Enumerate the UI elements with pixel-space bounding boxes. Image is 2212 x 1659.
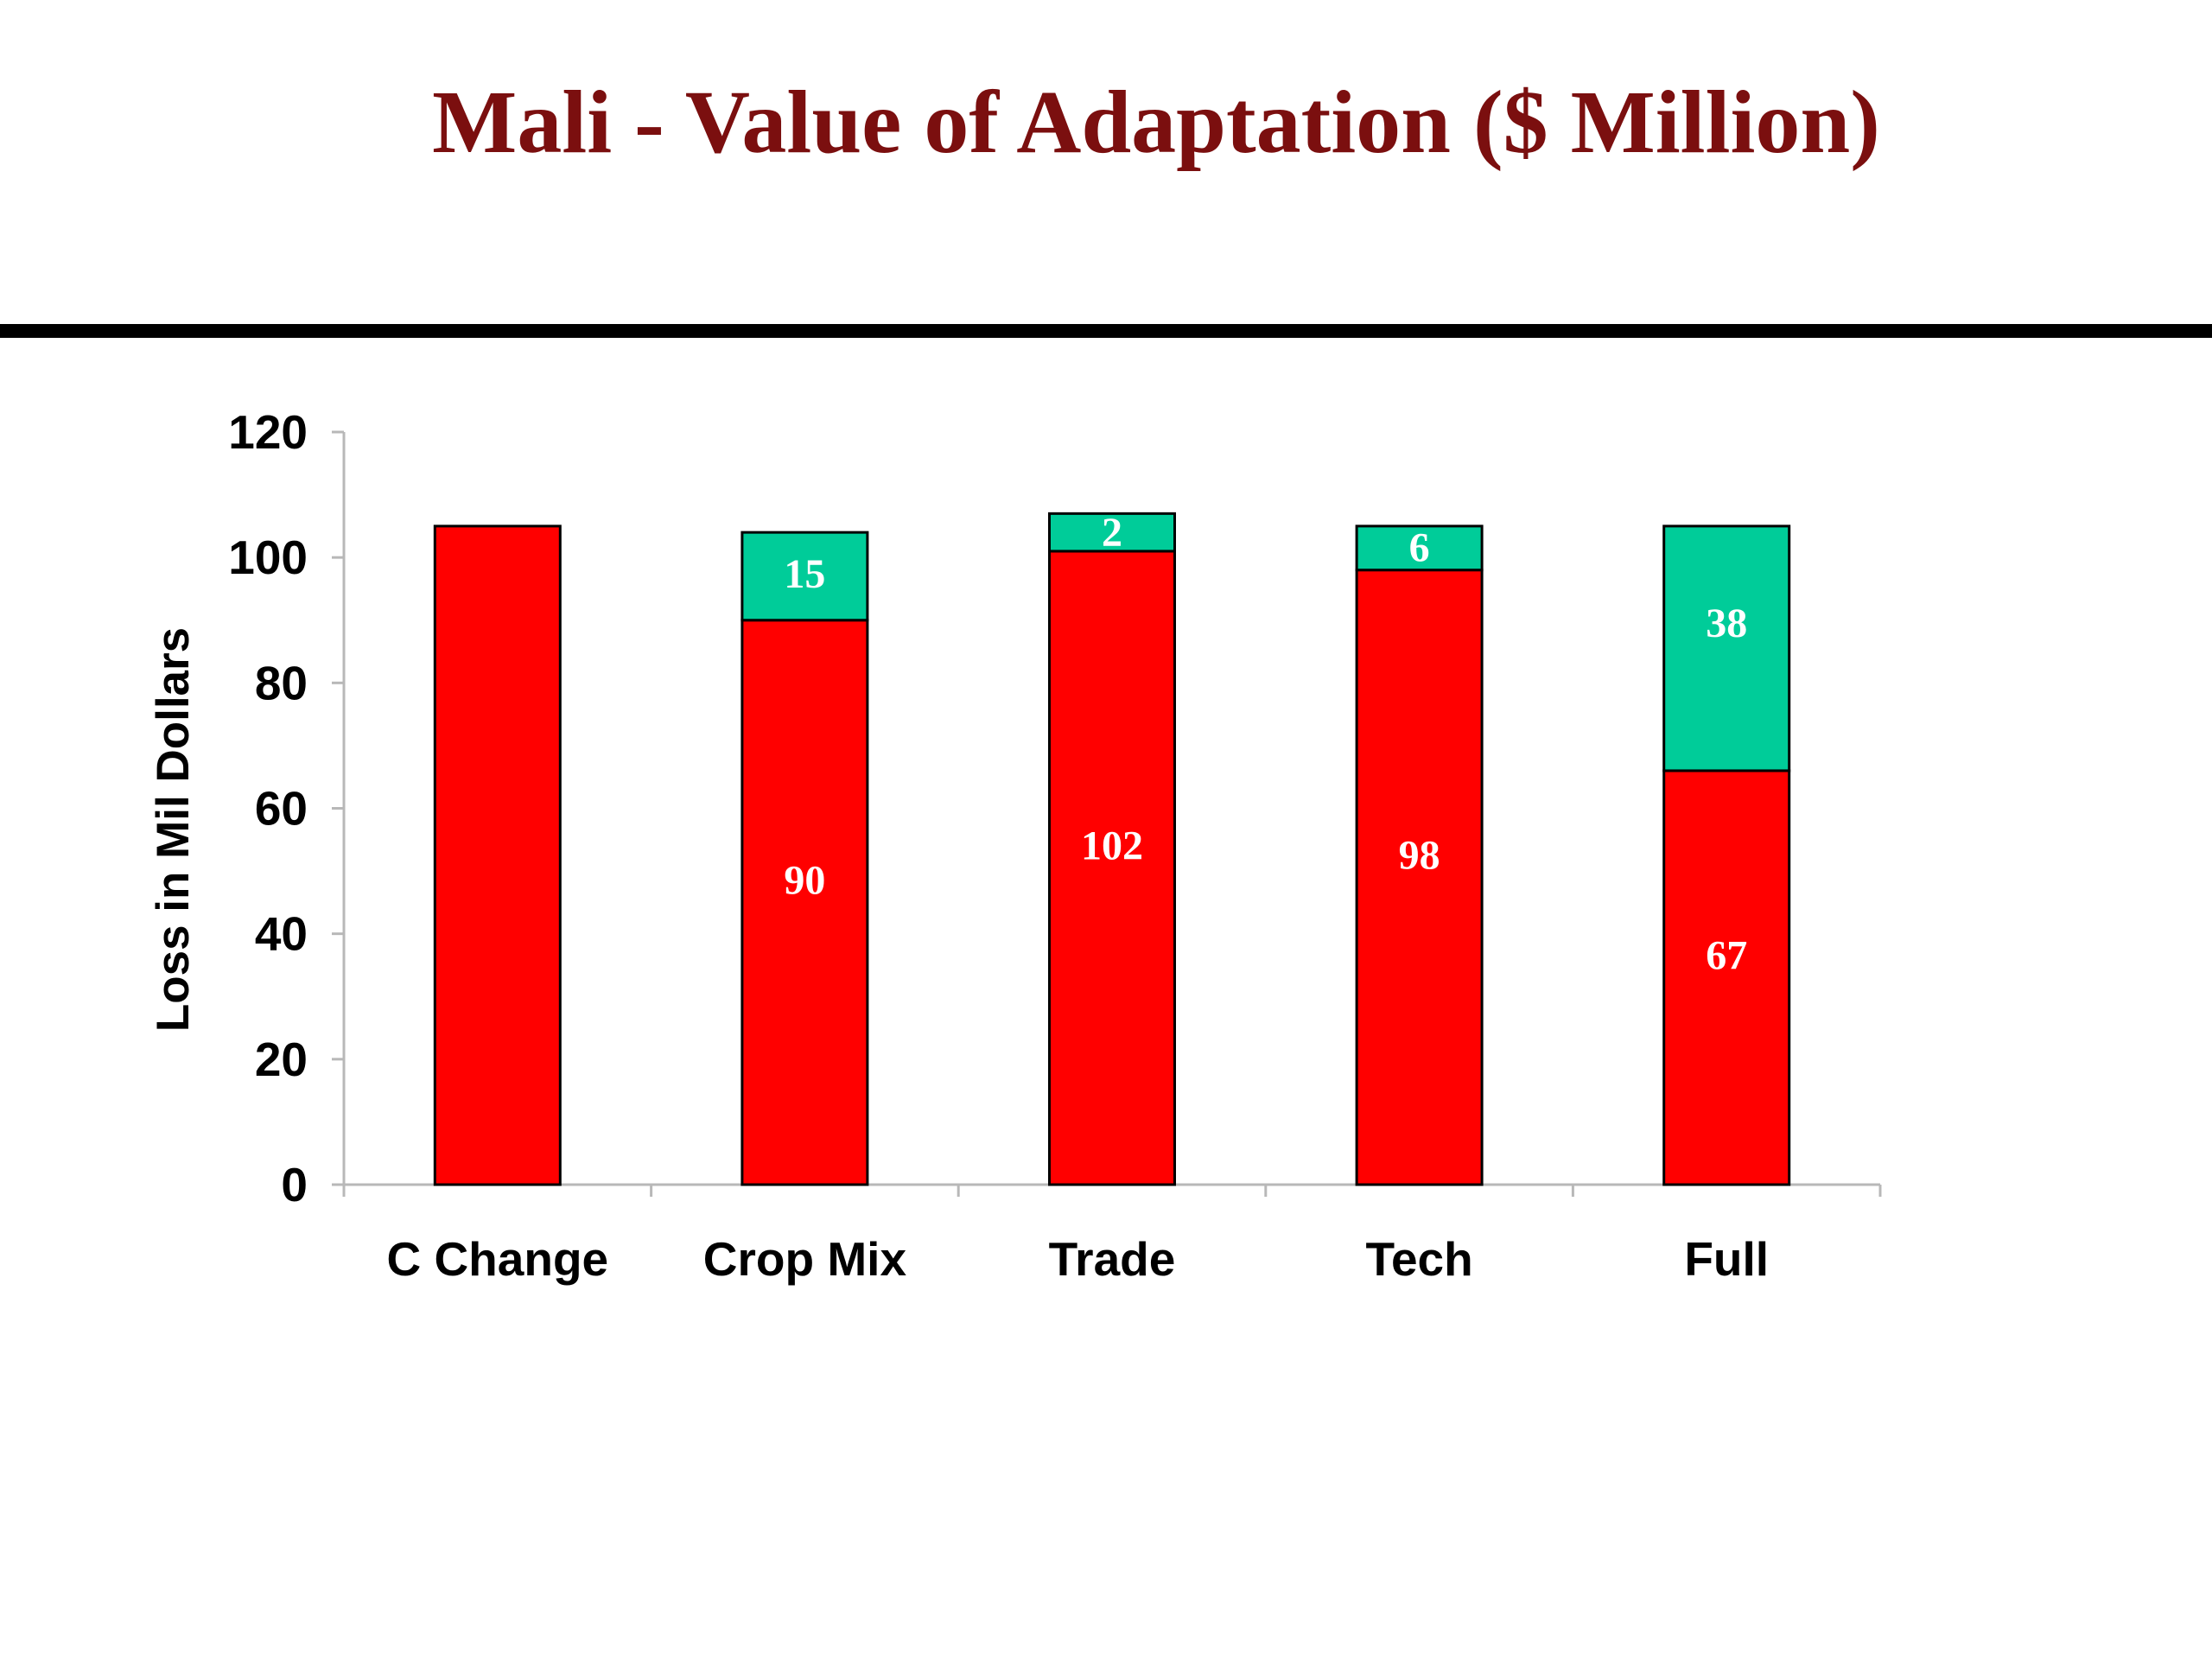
bar-data-label: 38 (1706, 601, 1747, 646)
bar-segment (1355, 524, 1484, 572)
x-category-label: Trade (1049, 1232, 1176, 1286)
slide-title: Mali - Value of Adaptation ($ Million) (432, 73, 1880, 172)
y-tick-label: 60 (255, 782, 308, 836)
bar-data-label: 2 (1102, 510, 1122, 556)
y-axis-label: Loss in Mil Dollars (148, 627, 199, 1032)
bar-data-label: 6 (1409, 525, 1430, 571)
bar-segment (1662, 769, 1791, 1186)
chart-bars (433, 512, 1791, 1186)
bar-segment (1662, 524, 1791, 772)
bar-segment (1048, 550, 1176, 1186)
x-category-label: Full (1684, 1232, 1769, 1286)
y-tick-label: 20 (255, 1033, 308, 1086)
y-tick-label: 0 (281, 1158, 308, 1211)
bar-data-label: 67 (1706, 932, 1747, 978)
y-tick-label: 120 (228, 405, 308, 459)
bar-data-label: 98 (1399, 832, 1440, 878)
bar-segment (433, 524, 562, 1186)
x-category-label: C Change (386, 1232, 608, 1286)
x-category-label: Tech (1365, 1232, 1472, 1286)
y-tick-label: 100 (228, 531, 308, 584)
bar-data-label: 102 (1081, 823, 1143, 868)
bar-segment (1048, 512, 1176, 553)
y-tick-label: 40 (255, 907, 308, 961)
bar-segment (1355, 569, 1484, 1186)
bar-data-label: 90 (784, 857, 825, 903)
chart-labels: C Change Crop Mix Trade Tech Full 90 15 102 2 98 6… (386, 510, 1769, 1286)
bar-segment (741, 619, 869, 1186)
bar-data-label: 15 (784, 551, 825, 597)
y-tick-label: 80 (255, 656, 308, 709)
title-divider (0, 324, 2212, 338)
bar-segment (741, 531, 869, 622)
x-category-label: Crop Mix (703, 1232, 907, 1286)
chart-axes: 0 20 40 60 80 100 120 (228, 405, 1882, 1211)
